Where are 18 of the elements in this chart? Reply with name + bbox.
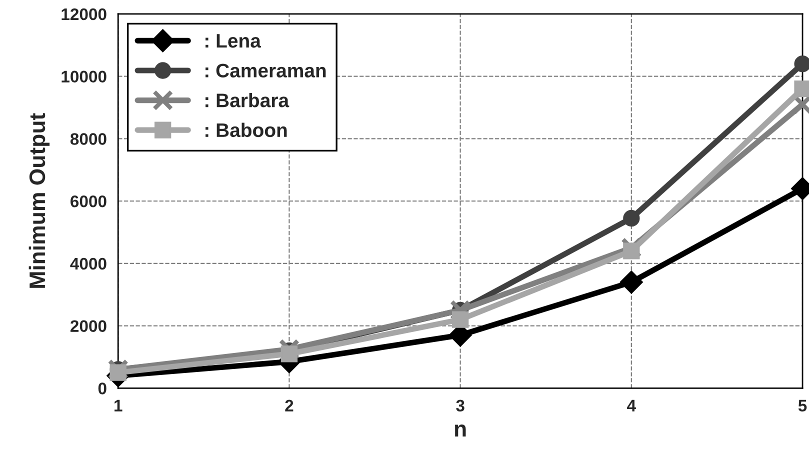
legend-label: : Lena (206, 34, 262, 48)
y-tick-label: 6000 (70, 195, 106, 208)
y-tick-label: 2000 (70, 320, 106, 332)
y-tick-label: 8000 (70, 133, 106, 145)
y-tick-label: 0 (98, 382, 106, 394)
x-tick-label: 2 (285, 400, 294, 412)
legend-label: : Cameraman (206, 64, 326, 78)
legend-label: : Barbara (206, 93, 290, 108)
y-axis-title: Minimum Output (28, 113, 50, 288)
x-tick-label: 3 (456, 400, 464, 412)
x-axis-title: n (455, 424, 466, 436)
y-tick-label: 4000 (70, 258, 106, 270)
y-tick-label: 10000 (62, 70, 106, 83)
x-tick-label: 1 (114, 400, 122, 412)
legend-label: : Baboon (206, 122, 287, 138)
x-tick-label: 5 (798, 400, 807, 412)
y-tick-label: 12000 (62, 8, 106, 20)
x-tick-label: 4 (627, 400, 636, 412)
